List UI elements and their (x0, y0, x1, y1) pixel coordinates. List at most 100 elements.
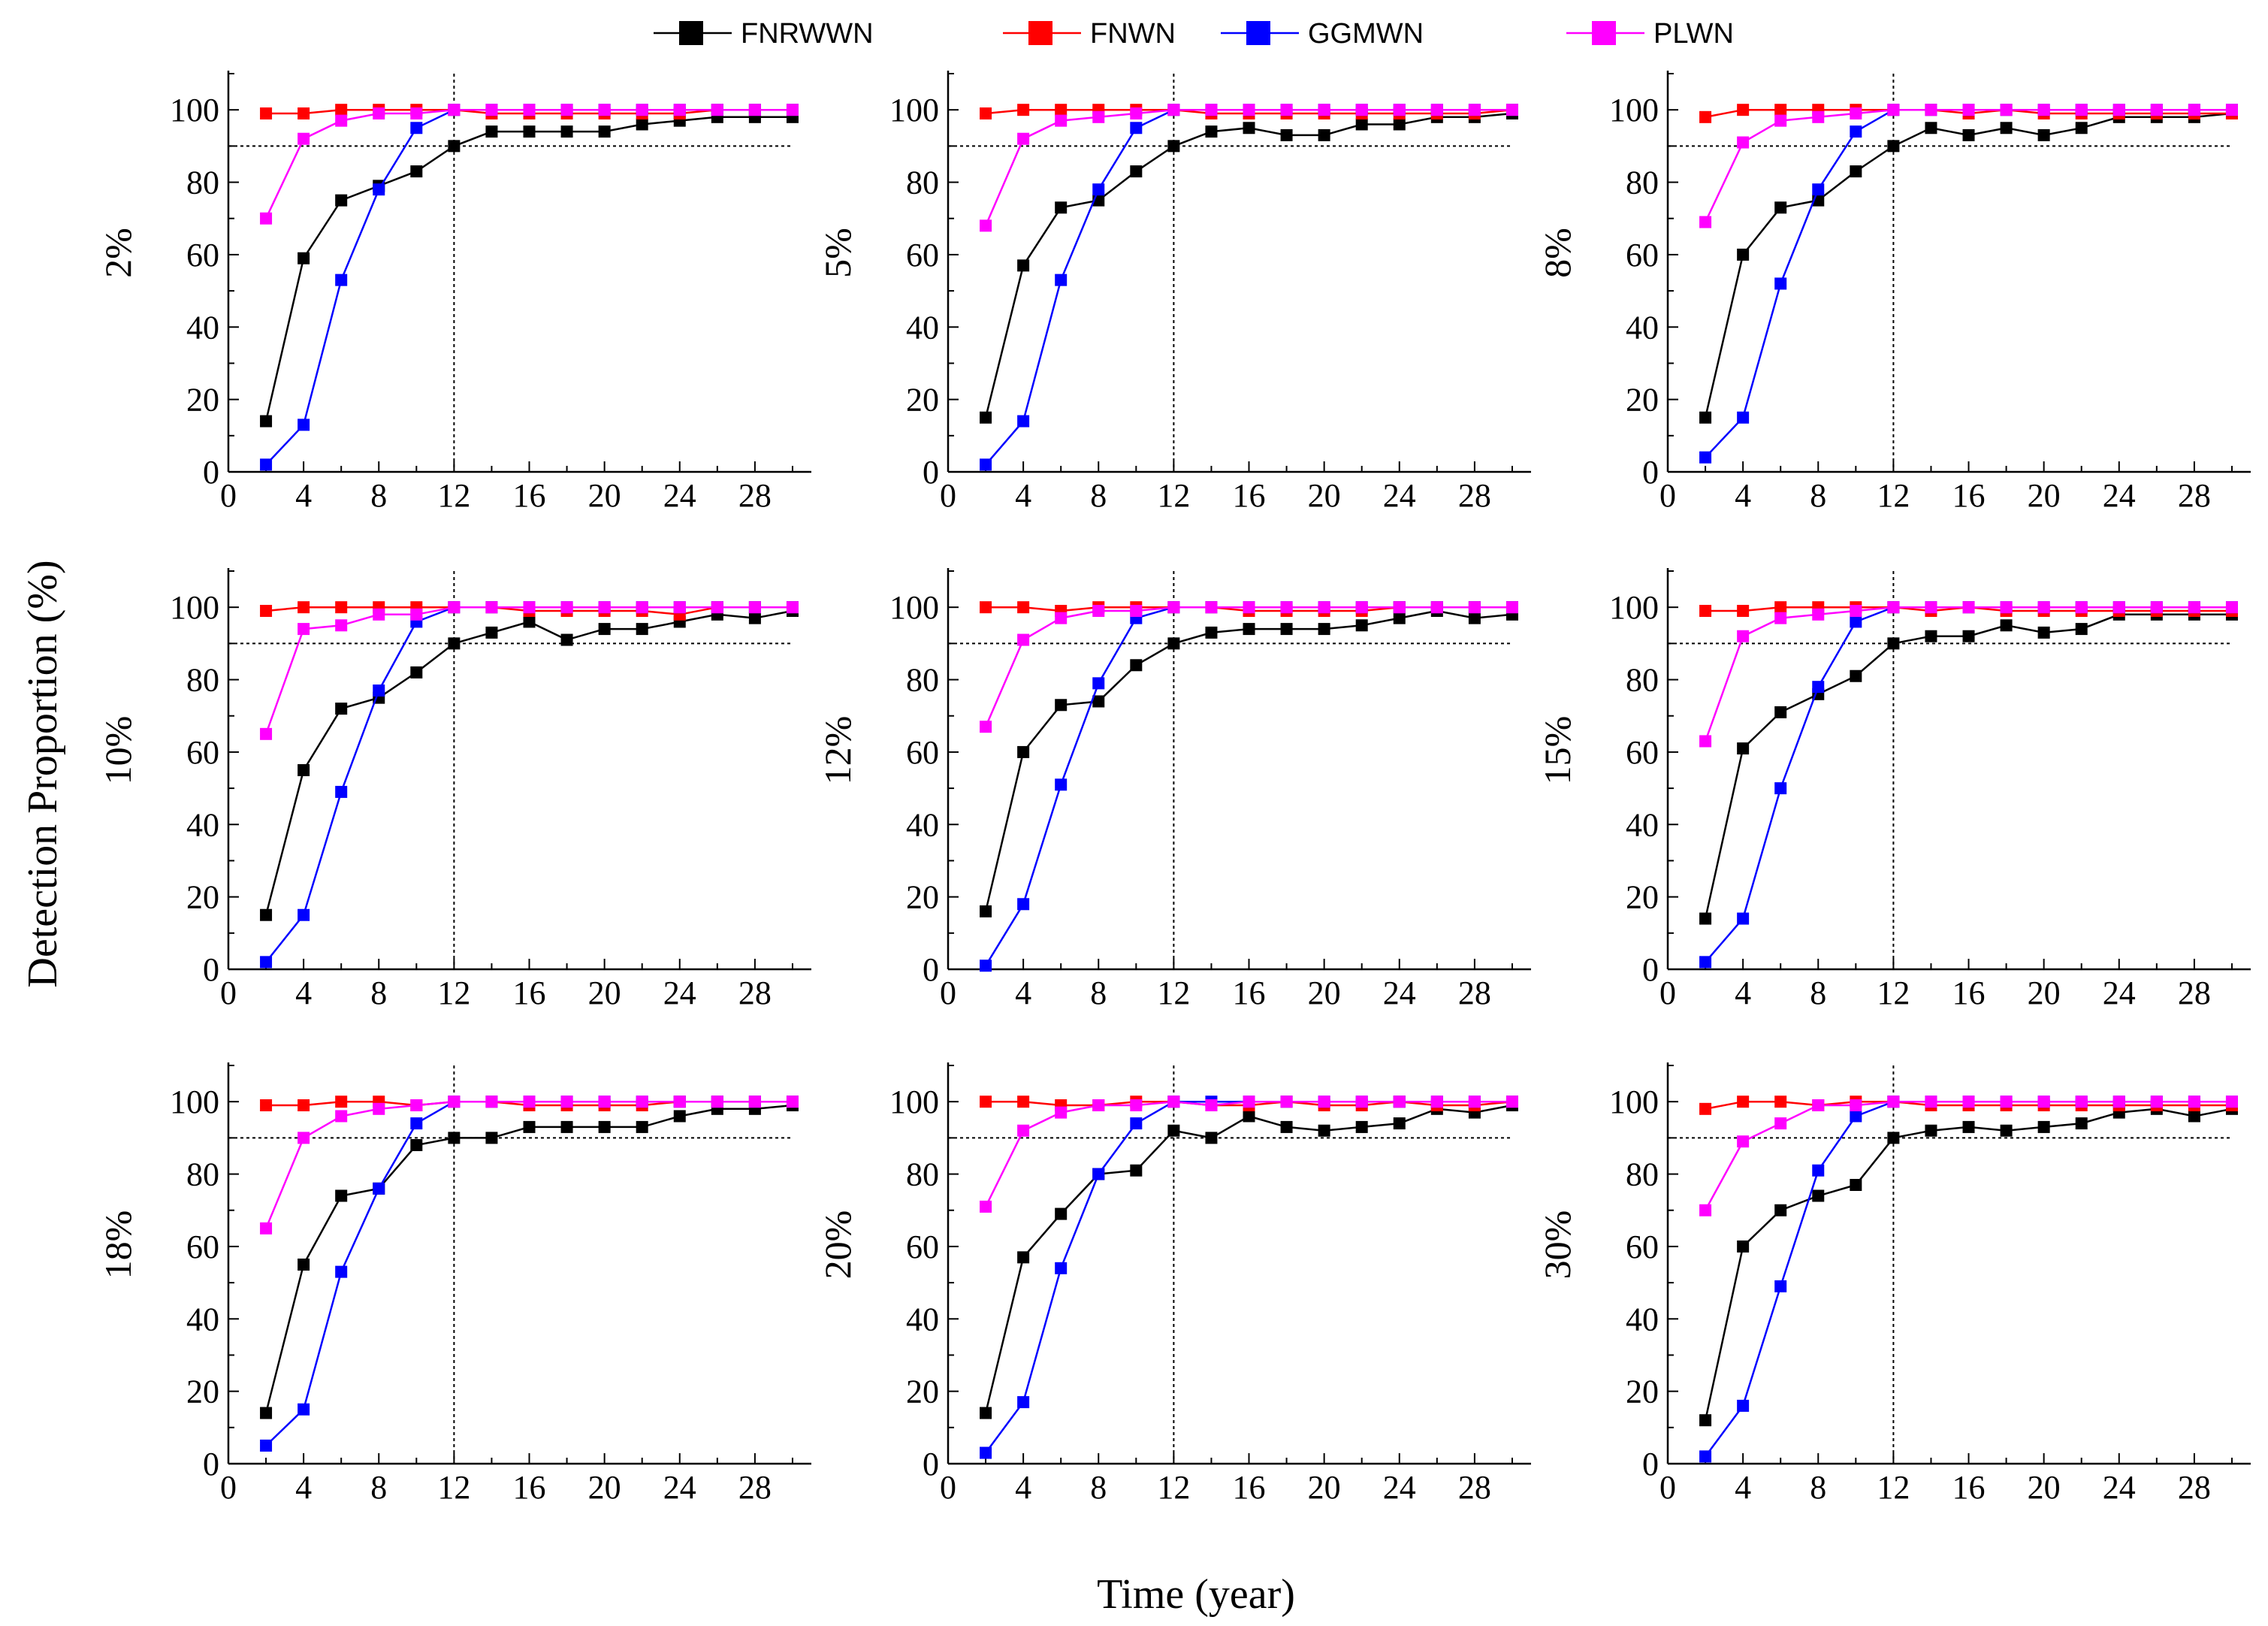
data-point-plwn (335, 114, 348, 127)
data-point-fnrwwn (1055, 201, 1068, 214)
y-tick-label: 60 (1626, 1229, 1659, 1265)
x-tick-label: 28 (738, 1469, 772, 1506)
y-tick-label: 80 (906, 1156, 939, 1193)
data-point-plwn (711, 104, 723, 116)
data-point-ggmwn (1130, 122, 1143, 134)
x-tick-label: 20 (1308, 1469, 1341, 1506)
data-point-fnrwwn (1393, 1117, 1406, 1130)
y-tick-label: 80 (906, 165, 939, 201)
y-tick-label: 100 (1609, 589, 1659, 626)
x-tick-label: 20 (2028, 1469, 2061, 1506)
data-point-fnrwwn (598, 1120, 611, 1133)
data-point-fnrwwn (1092, 695, 1105, 708)
panel-label: 5% (817, 228, 859, 278)
x-tick-label: 8 (1090, 477, 1107, 514)
series-ggmwn (980, 1096, 1518, 1459)
data-point-fnrwwn (1962, 128, 1975, 141)
data-point-plwn (297, 623, 310, 636)
data-point-plwn (1092, 1099, 1105, 1111)
x-tick-label: 0 (940, 477, 956, 514)
data-point-fnrwwn (1925, 122, 1937, 134)
data-point-ggmwn (1017, 415, 1030, 428)
legend-label-fnrwwn: FNRWWN (741, 18, 874, 50)
data-point-plwn (523, 601, 536, 614)
y-tick-label: 20 (1626, 879, 1659, 916)
data-point-plwn (1774, 114, 1787, 127)
data-point-plwn (673, 601, 686, 614)
data-point-plwn (1962, 104, 1975, 116)
data-point-fnwn (1017, 601, 1030, 614)
x-tick-label: 4 (1015, 1469, 1031, 1506)
series-plwn (260, 601, 799, 740)
data-point-plwn (748, 601, 761, 614)
data-point-fnrwwn (1925, 1124, 1937, 1137)
data-point-fnrwwn (1243, 623, 1255, 636)
panel-12pct: 0 4 8 12 16 20 24 28 0 20 40 60 80 100 12% (817, 568, 1531, 1011)
x-tick-label: 24 (2103, 1469, 2136, 1506)
data-point-plwn (2112, 1096, 2125, 1108)
x-tick-label: 28 (1458, 477, 1491, 514)
data-point-plwn (560, 104, 573, 116)
data-point-fnrwwn (1887, 1132, 1900, 1144)
data-point-plwn (260, 212, 273, 225)
series-line-fnrwwn (1704, 1108, 2233, 1421)
data-point-plwn (980, 219, 992, 232)
x-tick-label: 12 (437, 975, 470, 1011)
data-point-plwn (1812, 1099, 1825, 1111)
data-point-ggmwn (297, 419, 310, 431)
data-point-fnwn (1017, 104, 1030, 116)
x-tick-label: 24 (2103, 477, 2136, 514)
data-point-fnrwwn (1243, 122, 1255, 134)
data-point-ggmwn (1774, 277, 1787, 290)
data-point-plwn (335, 1110, 348, 1123)
y-axis-label: Detection Proportion (%) (20, 560, 66, 987)
x-tick-label: 8 (1810, 1469, 1826, 1506)
data-point-plwn (1205, 104, 1218, 116)
y-tick-label: 60 (906, 1229, 939, 1265)
data-point-ggmwn (1737, 912, 1750, 925)
data-point-plwn (2225, 1096, 2238, 1108)
y-tick-label: 20 (1626, 1374, 1659, 1410)
data-point-plwn (1925, 104, 1937, 116)
data-point-ggmwn (260, 458, 273, 471)
y-tick-label: 40 (186, 1301, 219, 1337)
y-tick-label: 0 (203, 951, 219, 988)
data-point-plwn (1850, 1099, 1862, 1111)
data-point-fnrwwn (1774, 1204, 1787, 1216)
series-fnrwwn (1699, 107, 2238, 424)
data-point-fnrwwn (1393, 118, 1406, 131)
series-line-fnrwwn (1704, 112, 2233, 418)
data-point-ggmwn (1699, 956, 1712, 969)
x-tick-label: 24 (663, 975, 696, 1011)
data-point-plwn (1468, 601, 1481, 614)
data-point-fnrwwn (410, 165, 423, 178)
x-tick-label: 16 (1952, 477, 1986, 514)
data-point-plwn (1355, 104, 1368, 116)
data-point-fnrwwn (1774, 201, 1787, 214)
data-point-fnrwwn (2000, 619, 2013, 632)
data-point-fnrwwn (2037, 626, 2050, 639)
data-point-plwn (636, 104, 648, 116)
data-point-plwn (1318, 601, 1330, 614)
x-tick-label: 20 (2028, 975, 2061, 1011)
series-line-ggmwn (985, 108, 1512, 466)
data-point-fnwn (980, 1096, 992, 1108)
data-point-fnrwwn (523, 615, 536, 628)
data-point-plwn (1092, 110, 1105, 123)
y-tick-label: 40 (906, 1301, 939, 1337)
x-tick-label: 28 (738, 477, 772, 514)
data-point-ggmwn (1812, 1164, 1825, 1177)
data-point-fnrwwn (980, 905, 992, 917)
series-line-fnrwwn (264, 609, 793, 916)
data-point-plwn (636, 1096, 648, 1108)
data-point-plwn (560, 601, 573, 614)
data-point-ggmwn (1092, 677, 1105, 690)
data-point-plwn (1737, 1135, 1750, 1148)
series-fnrwwn (260, 1099, 799, 1419)
data-point-fnrwwn (485, 626, 498, 639)
data-point-ggmwn (1737, 411, 1750, 424)
series-ggmwn (260, 1096, 799, 1452)
x-tick-label: 0 (940, 1469, 956, 1506)
x-tick-label: 28 (2178, 477, 2211, 514)
